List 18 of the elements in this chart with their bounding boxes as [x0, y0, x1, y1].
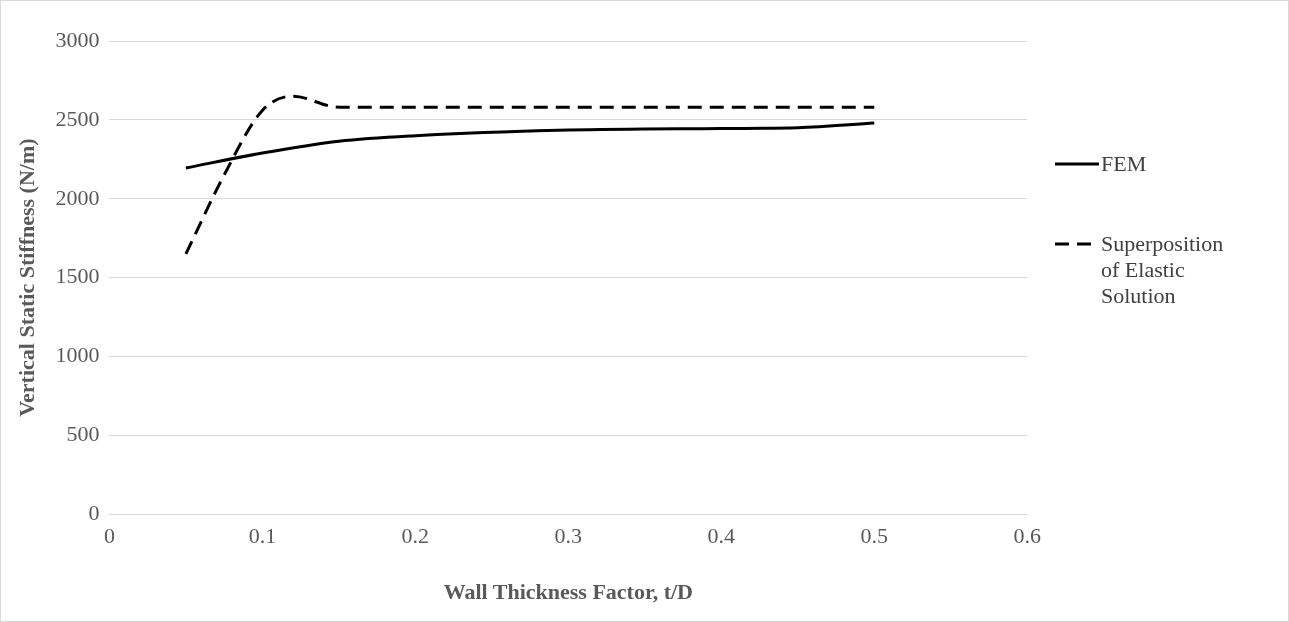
x-tick-label: 0.4 — [707, 523, 736, 549]
x-tick-label: 0.2 — [401, 523, 430, 549]
x-tick-label: 0.3 — [554, 523, 583, 549]
y-axis-title: Vertical Static Stiffness (N/m) — [13, 138, 39, 417]
y-tick-label: 1500 — [55, 263, 100, 289]
legend-label: Superposition of Elastic Solution — [1101, 231, 1225, 309]
y-tick-label: 3000 — [55, 26, 100, 52]
x-axis-title: Wall Thickness Factor, t/D — [443, 579, 693, 605]
y-tick-label: 2000 — [55, 184, 100, 210]
y-tick-label: 500 — [66, 421, 100, 447]
y-tick-label: 1000 — [55, 342, 100, 368]
y-tick-label: 2500 — [55, 105, 100, 131]
x-tick-label: 0.1 — [248, 523, 277, 549]
x-tick-label: 0.6 — [1013, 523, 1041, 549]
line-series — [184, 94, 876, 256]
y-tick-label: 0 — [88, 499, 100, 525]
legend-label: FEM — [1101, 151, 1148, 177]
x-tick-label: 0.5 — [860, 523, 889, 549]
